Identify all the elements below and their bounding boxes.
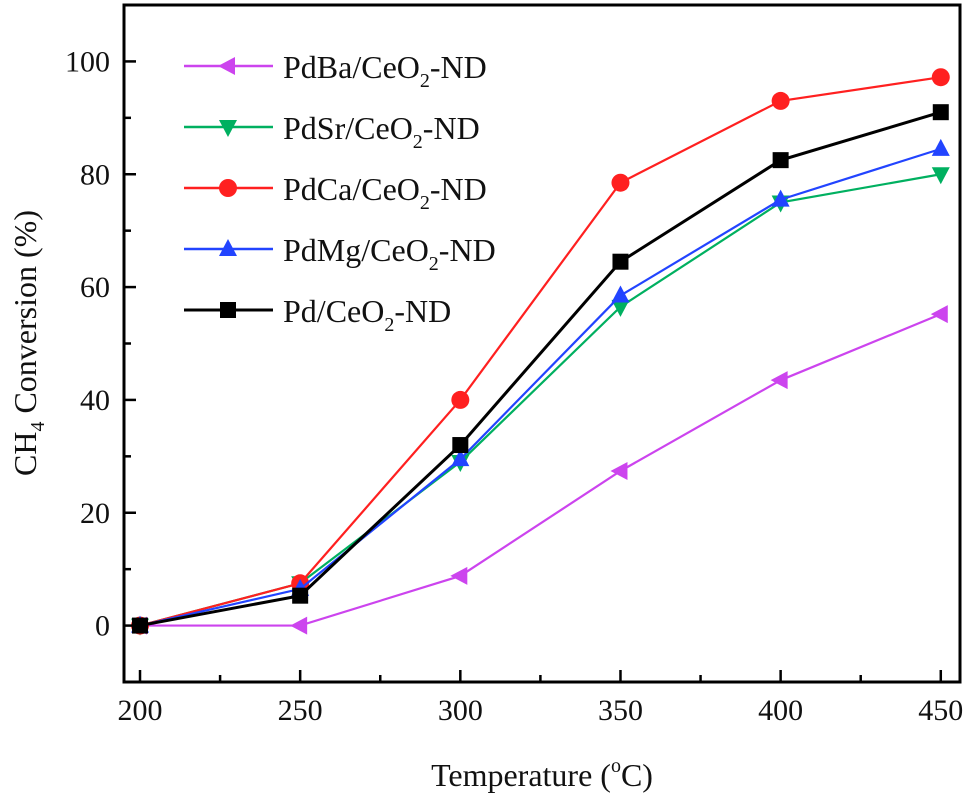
data-point (451, 390, 470, 409)
legend-label: PdMg/CeO2-ND (283, 232, 496, 275)
y-axis-title: CH4 Conversion (%) (7, 210, 49, 476)
x-axis-title-sup: o (611, 755, 621, 777)
data-point (931, 138, 950, 156)
legend-label-main: PdBa/CeO (283, 49, 420, 85)
y-axis-title-post: Conversion (%) (7, 210, 43, 422)
y-tick-label: 0 (95, 610, 110, 643)
x-axis-title: Temperature (oC) (431, 755, 653, 793)
data-point (451, 449, 470, 467)
data-point (292, 587, 309, 604)
legend-label: PdCa/CeO2-ND (283, 171, 487, 214)
y-tick-label: 20 (80, 497, 110, 530)
legend-label-suffix: -ND (430, 49, 487, 85)
legend-label-suffix: -ND (423, 110, 480, 146)
legend-item: Pd/CeO2-ND (184, 293, 451, 336)
data-point (611, 173, 630, 192)
x-tick-label: 300 (438, 694, 483, 727)
x-axis-title-pre: Temperature ( (431, 757, 611, 793)
data-point (932, 104, 949, 121)
legend-item: PdBa/CeO2-ND (184, 49, 487, 92)
legend-label-main: PdSr/CeO (283, 110, 413, 146)
series-PdSr/CeO2-ND (131, 167, 950, 636)
legend-label-sub: 2 (384, 314, 394, 336)
y-tick-label: 100 (65, 45, 110, 78)
legend-label-main: PdMg/CeO (283, 232, 429, 268)
series-line (140, 313, 942, 627)
legend-label-main: PdCa/CeO (283, 171, 420, 207)
data-point (772, 152, 789, 169)
data-point (931, 68, 950, 87)
y-axis-title-sub: 4 (27, 422, 49, 432)
legend-label-suffix: -ND (394, 293, 451, 329)
data-point (132, 617, 149, 634)
axis-ticks: 200 250 300 350 400 450 0 20 40 60 80 100 (65, 45, 963, 727)
data-point (770, 371, 788, 390)
legend-item: PdSr/CeO2-ND (184, 110, 480, 153)
series-Pd/CeO2-ND (132, 104, 949, 634)
data-point (452, 437, 469, 454)
legend-label-sub: 2 (420, 70, 430, 92)
x-tick-label: 350 (598, 694, 643, 727)
data-point (218, 57, 235, 75)
series-PdCa/CeO2-ND (131, 68, 950, 635)
legend: PdBa/CeO2-NDPdSr/CeO2-NDPdCa/CeO2-NDPdMg… (184, 49, 496, 336)
x-tick-label: 400 (758, 694, 803, 727)
data-point (290, 616, 308, 635)
series-line (139, 173, 941, 627)
legend-item: PdMg/CeO2-ND (184, 232, 496, 275)
data-point (219, 120, 237, 137)
data-point (219, 179, 237, 197)
legend-label-suffix: -ND (439, 232, 496, 268)
x-axis-title-post: C) (621, 757, 653, 793)
legend-label: Pd/CeO2-ND (283, 293, 451, 336)
data-point (610, 462, 628, 481)
legend-label-suffix: -ND (430, 171, 487, 207)
data-point (930, 305, 948, 324)
legend-label-sub: 2 (429, 253, 439, 275)
data-point (931, 167, 950, 185)
data-point (219, 239, 237, 256)
data-point (771, 91, 790, 110)
data-point (611, 299, 630, 317)
data-point (450, 566, 468, 585)
series-line (139, 110, 942, 628)
y-tick-label: 40 (80, 384, 110, 417)
data-point (612, 253, 629, 270)
plot-frame (122, 3, 962, 684)
legend-label: PdSr/CeO2-ND (283, 110, 480, 153)
series-line (139, 147, 942, 627)
legend-label-sub: 2 (413, 131, 423, 153)
x-tick-label: 250 (278, 694, 323, 727)
legend-label-sub: 2 (420, 192, 430, 214)
legend-label: PdBa/CeO2-ND (283, 49, 487, 92)
x-tick-label: 200 (118, 694, 163, 727)
plot-marks (130, 68, 950, 636)
data-point (611, 285, 630, 303)
y-tick-label: 80 (80, 158, 110, 191)
y-tick-label: 60 (80, 271, 110, 304)
series-line (139, 76, 941, 627)
data-point (220, 302, 236, 318)
y-axis-title-pre: CH (7, 432, 43, 476)
legend-item: PdCa/CeO2-ND (184, 171, 487, 214)
data-point (771, 189, 790, 207)
legend-label-main: Pd/CeO (283, 293, 384, 329)
x-tick-label: 450 (918, 694, 963, 727)
